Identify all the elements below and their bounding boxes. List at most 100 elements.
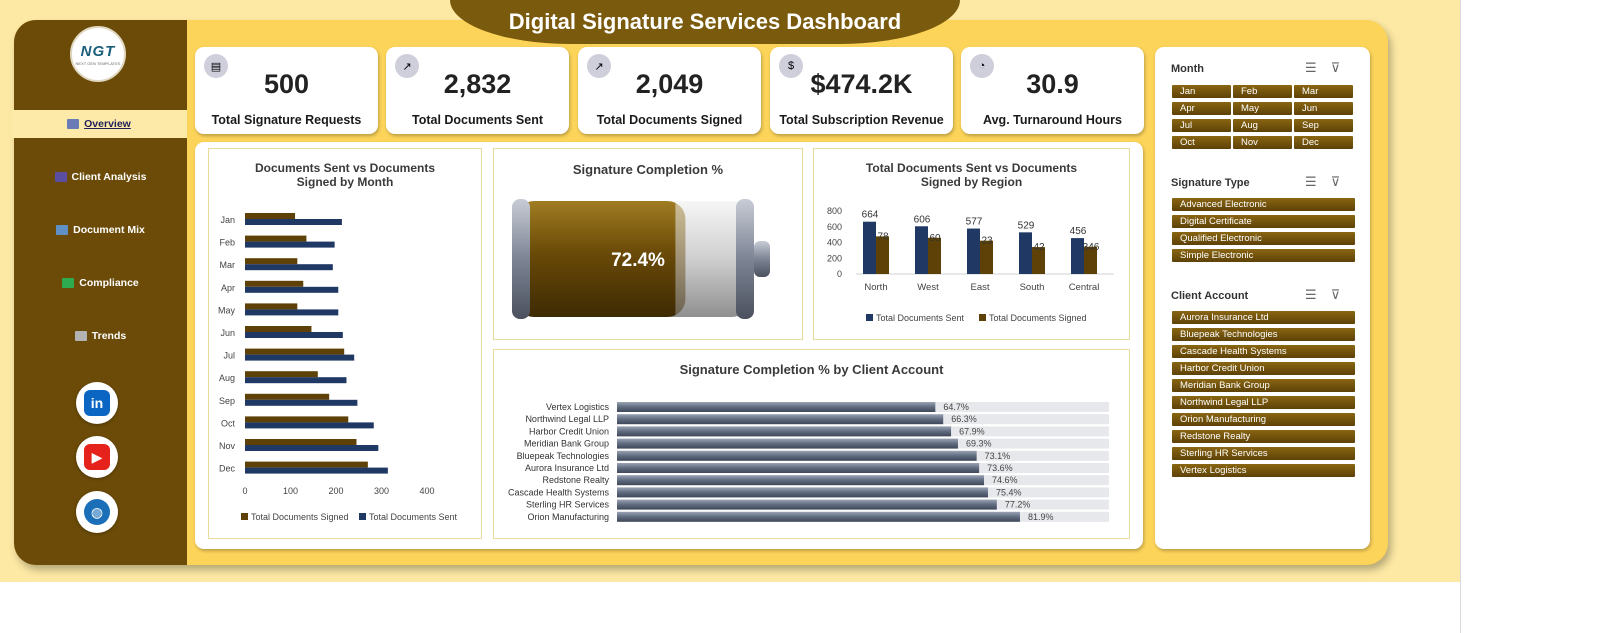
line-chart-icon: ↗ (395, 54, 419, 78)
month-chip-may[interactable]: May (1233, 102, 1292, 115)
kpi-card-total-documents-sent: ↗ 2,832 Total Documents Sent (386, 47, 569, 134)
client-data-label: 69.3% (966, 439, 992, 449)
monthly-legend: Total Documents Signed Total Documents Se… (241, 512, 458, 522)
region-y-tick: 400 (827, 238, 842, 248)
main-chart-panel: Documents Sent vs Documents Signed by Mo… (195, 142, 1143, 549)
client-completion-bar (617, 402, 936, 412)
region-chart-svg: 0 200 400 600 800 664 78 North 606 60 West 577 23 Eas… (827, 206, 1114, 323)
region-x-tick: East (970, 282, 989, 293)
month-chip-nov[interactable]: Nov (1233, 136, 1292, 149)
month-chip-jan[interactable]: Jan (1172, 85, 1231, 98)
linkedin-icon: in (84, 390, 110, 416)
nav-item-overview[interactable]: Overview (11, 110, 187, 138)
bar-chart-icon (67, 119, 80, 129)
region-signed-data-label: 23 (981, 236, 993, 247)
youtube-link[interactable]: ▶ (76, 436, 118, 478)
monthly-signed-bar (245, 439, 357, 445)
month-chip-oct[interactable]: Oct (1172, 136, 1231, 149)
client-account-chip[interactable]: Cascade Health Systems (1172, 345, 1355, 358)
monthly-sent-bar (245, 241, 335, 248)
month-chip-jun[interactable]: Jun (1294, 102, 1353, 115)
client-account-slicer-title: Client Account (1171, 290, 1249, 302)
kpi-card-total-signature-requests: ▤ 500 Total Signature Requests (195, 47, 378, 134)
kpi-label: Total Documents Sent (411, 113, 544, 127)
clear-filter-icon[interactable]: ⊽ (1330, 60, 1341, 75)
client-account-chip[interactable]: Northwind Legal LLP (1172, 396, 1355, 409)
client-account-chip[interactable]: Redstone Realty (1172, 430, 1355, 443)
region-signed-data-label: 78 (877, 231, 889, 242)
region-y-tick: 0 (837, 269, 842, 279)
month-chip-mar[interactable]: Mar (1294, 85, 1353, 98)
client-data-label: 74.6% (992, 475, 1018, 485)
nav-item-client-analysis[interactable]: Client Analysis (14, 163, 187, 191)
client-data-label: 67.9% (959, 426, 985, 436)
client-data-label: 73.1% (985, 451, 1011, 461)
multi-select-icon[interactable]: ☰ (1305, 287, 1317, 302)
client-completion-bar (617, 511, 1020, 522)
nav-item-trends[interactable]: Trends (14, 322, 187, 350)
region-sent-bar (1071, 238, 1084, 274)
battery-gauge (512, 199, 770, 319)
client-account-chip[interactable]: Harbor Credit Union (1172, 362, 1355, 375)
monthly-sent-bar (245, 377, 347, 384)
monthly-chart[interactable]: Documents Sent vs Documents Signed by Mo… (208, 148, 482, 539)
monthly-signed-bar (245, 213, 296, 219)
legend-swatch-sent (359, 513, 366, 520)
completion-gauge-chart[interactable]: Signature Completion % 72.4% (493, 148, 803, 340)
client-account-chip[interactable]: Orion Manufacturing (1172, 413, 1355, 426)
clipboard-icon (74, 331, 87, 341)
client-completion-chart[interactable]: Signature Completion % by Client Account… (493, 349, 1130, 539)
signature-type-chip[interactable]: Digital Certificate (1172, 215, 1355, 228)
client-data-label: 75.4% (996, 487, 1022, 497)
client-completion-bar (617, 426, 952, 437)
nav-item-document-mix[interactable]: Document Mix (14, 216, 187, 244)
page-title: Digital Signature Services Dashboard (508, 9, 902, 34)
client-account-chip[interactable]: Meridian Bank Group (1172, 379, 1355, 392)
nav-item-compliance[interactable]: Compliance (14, 269, 187, 297)
monthly-signed-bar (245, 393, 330, 400)
month-chip-sep[interactable]: Sep (1294, 119, 1353, 132)
monthly-sent-bar (245, 309, 339, 316)
website-icon: ◍ (84, 499, 110, 525)
clear-filter-icon[interactable]: ⊽ (1330, 174, 1341, 189)
region-sent-bar (1019, 232, 1032, 274)
monthly-chart-title: Documents Sent vs Documents Signed by Mo… (254, 161, 436, 189)
region-y-tick: 800 (827, 206, 842, 216)
multi-select-icon[interactable]: ☰ (1305, 174, 1317, 189)
monthly-sent-bar (245, 219, 342, 225)
linkedin-link[interactable]: in (76, 382, 118, 424)
clear-filter-icon[interactable]: ⊽ (1330, 287, 1341, 302)
region-chart-title: Total Documents Sent vs Documents Signed… (865, 161, 1078, 189)
client-tick-label: Meridian Bank Group (524, 439, 609, 449)
region-x-tick: South (1020, 282, 1045, 293)
client-account-chip[interactable]: Bluepeak Technologies (1172, 328, 1355, 341)
website-link[interactable]: ◍ (76, 491, 118, 533)
multi-select-icon[interactable]: ☰ (1305, 60, 1317, 75)
client-account-chip[interactable]: Aurora Insurance Ltd (1172, 311, 1355, 324)
client-account-chip[interactable]: Vertex Logistics (1172, 464, 1355, 477)
monthly-chart-svg: Jan Feb Mar Apr May Jun Jul Aug Sep Oct Nov Dec 0 100… (218, 213, 458, 522)
month-chip-dec[interactable]: Dec (1294, 136, 1353, 149)
month-chip-jul[interactable]: Jul (1172, 119, 1231, 132)
money-bag-icon: $ (779, 54, 803, 78)
region-chart[interactable]: Total Documents Sent vs Documents Signed… (813, 148, 1130, 340)
client-tick-label: Orion Manufacturing (527, 512, 609, 522)
region-x-tick: North (864, 282, 887, 293)
youtube-icon: ▶ (84, 444, 110, 470)
signature-type-chip[interactable]: Qualified Electronic (1172, 232, 1355, 245)
region-y-tick: 600 (827, 222, 842, 232)
signature-type-chip[interactable]: Advanced Electronic (1172, 198, 1355, 211)
month-slicer-title: Month (1171, 63, 1204, 75)
month-chip-apr[interactable]: Apr (1172, 102, 1231, 115)
client-tick-label: Harbor Credit Union (529, 426, 609, 436)
title-banner: Digital Signature Services Dashboard (450, 0, 960, 44)
month-chip-aug[interactable]: Aug (1233, 119, 1292, 132)
client-account-chip[interactable]: Sterling HR Services (1172, 447, 1355, 460)
signature-type-chip[interactable]: Simple Electronic (1172, 249, 1355, 262)
region-sent-data-label: 529 (1018, 220, 1035, 231)
month-chip-feb[interactable]: Feb (1233, 85, 1292, 98)
nav-label: Trends (91, 330, 127, 342)
kpi-label: Total Subscription Revenue (779, 113, 944, 127)
client-completion-bar (617, 487, 988, 498)
monthly-sent-bar (245, 467, 388, 474)
